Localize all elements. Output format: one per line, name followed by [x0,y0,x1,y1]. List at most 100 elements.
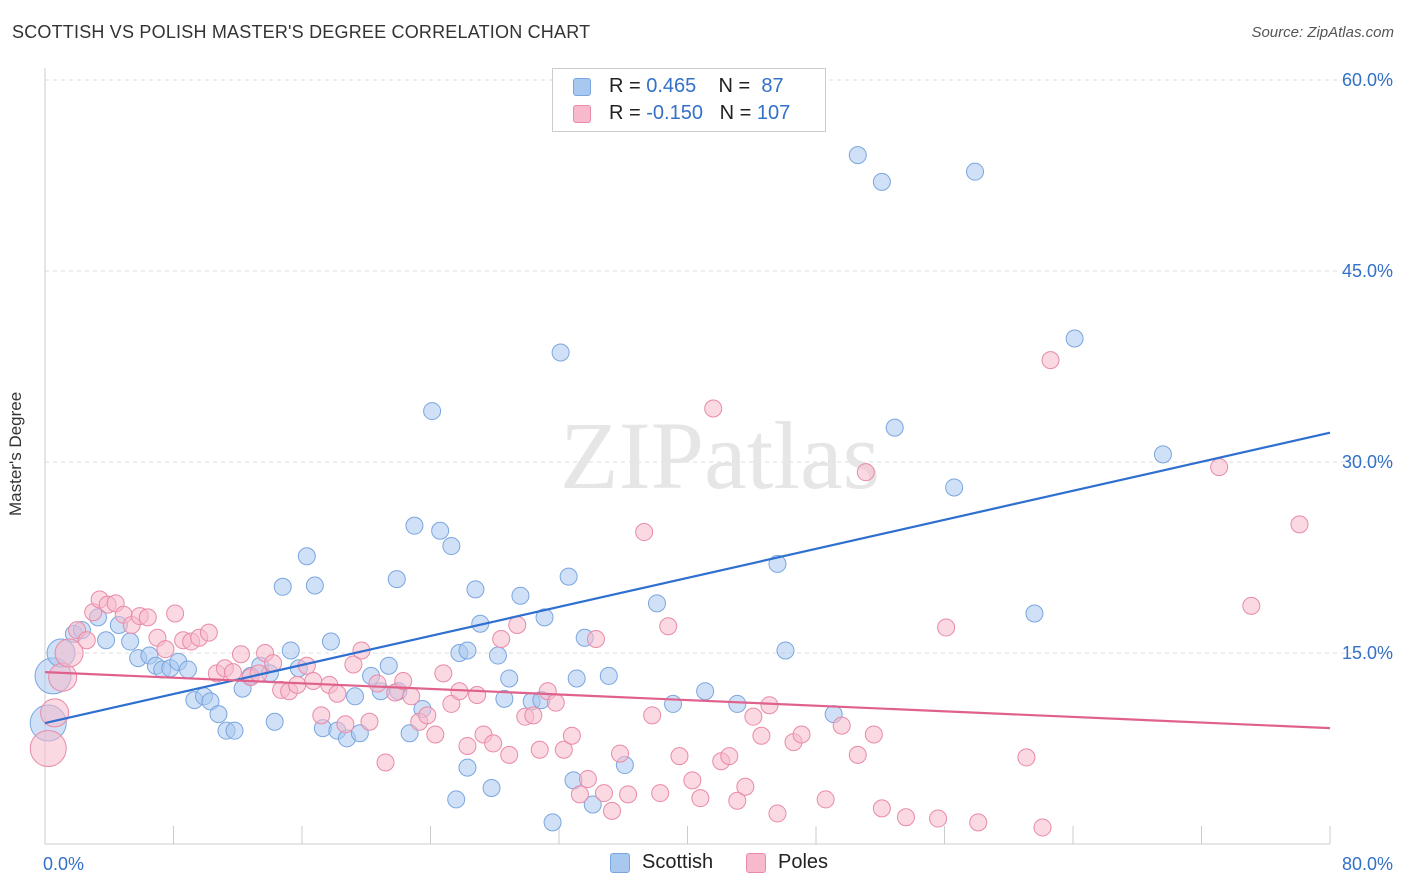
point-scottish [885,418,904,437]
trend-line-scottish [44,431,1331,725]
point-poles [426,725,445,744]
point-poles [816,790,835,809]
point-scottish [535,608,554,627]
point-poles [442,694,461,713]
point-poles [937,618,956,637]
point-poles [611,744,630,763]
point-poles [752,726,771,745]
point-scottish [583,795,602,814]
point-poles [29,730,67,767]
point-scottish [225,721,244,740]
legend-label-scottish: Scottish [642,851,714,873]
point-scottish [97,631,116,650]
legend-swatch-poles [746,853,766,873]
point-poles [394,672,413,691]
point-scottish [543,813,562,832]
point-scottish [379,656,398,675]
point-scottish [305,576,324,595]
point-poles [1041,351,1060,370]
point-scottish [647,594,666,613]
point-scottish [495,689,514,708]
watermark: ZIPatlas [560,402,880,509]
point-scottish [447,790,466,809]
point-scottish [178,660,197,679]
point-scottish [458,758,477,777]
point-scottish [567,669,586,688]
legend-label-poles: Poles [778,851,829,873]
point-scottish [265,712,284,731]
point-scottish [776,641,795,660]
trend-line-poles [44,671,1331,730]
point-poles [720,747,739,766]
point-scottish [482,778,501,797]
point-scottish [696,682,715,701]
point-poles [619,785,638,804]
point-poles [929,809,948,828]
point-poles [166,604,185,623]
point-poles [336,715,355,734]
source-label: Source: ZipAtlas.com [1251,24,1394,41]
y-tick-label: 60.0% [1342,70,1393,90]
point-poles [744,707,763,726]
point-scottish [431,521,450,540]
point-poles [54,638,84,668]
grid-lines [45,79,1392,654]
point-scottish [1025,604,1044,623]
point-poles [1017,748,1036,767]
point-scottish [281,641,300,660]
point-poles [736,777,755,796]
point-scottish [201,692,220,711]
legend-swatch-poles [573,105,591,123]
point-scottish [405,516,424,535]
point-poles [792,725,811,744]
point-scottish [664,694,683,713]
point-poles [344,655,363,674]
legend-stats: R = 0.465 N = 87 R = -0.150 N = 107 [552,68,826,132]
point-poles [578,770,597,789]
point-poles [570,785,589,804]
point-poles [468,686,487,705]
legend-text-poles: R = -0.150 N = 107 [609,102,791,124]
point-poles [651,784,670,803]
chart-title: SCOTTISH VS POLISH MASTER'S DEGREE CORRE… [12,22,591,42]
point-scottish [466,580,485,599]
x-tick-label-max: 80.0% [1342,854,1393,874]
legend-text-scottish: R = 0.465 N = 87 [609,75,784,97]
point-poles [896,808,915,827]
point-poles [492,629,511,648]
point-scottish [599,666,618,685]
legend-swatch-scottish [573,78,591,96]
point-scottish [872,172,891,191]
point-poles [500,745,519,764]
point-poles [458,736,477,755]
point-poles [376,753,395,772]
point-poles [659,617,678,636]
point-poles [635,523,654,542]
point-scottish [273,577,292,596]
point-poles [199,623,218,642]
point-poles [872,799,891,818]
point-scottish [848,146,867,165]
point-poles [312,706,331,725]
point-scottish [728,694,747,713]
point-poles [1242,596,1261,615]
point-poles [434,664,453,683]
point-poles [360,712,379,731]
point-poles [554,740,573,759]
point-scottish [400,724,419,743]
point-scottish [551,343,570,362]
point-scottish [1065,329,1084,348]
point-scottish [500,669,519,688]
point-poles [1210,458,1229,477]
point-scottish [387,570,406,589]
point-scottish [423,402,442,421]
point-poles [704,399,723,418]
point-scottish [121,632,140,651]
y-tick-label: 30.0% [1342,452,1393,472]
point-scottish [321,632,340,651]
point-poles [848,745,867,764]
point-scottish [350,724,369,743]
point-poles [643,706,662,725]
point-poles [48,662,78,692]
